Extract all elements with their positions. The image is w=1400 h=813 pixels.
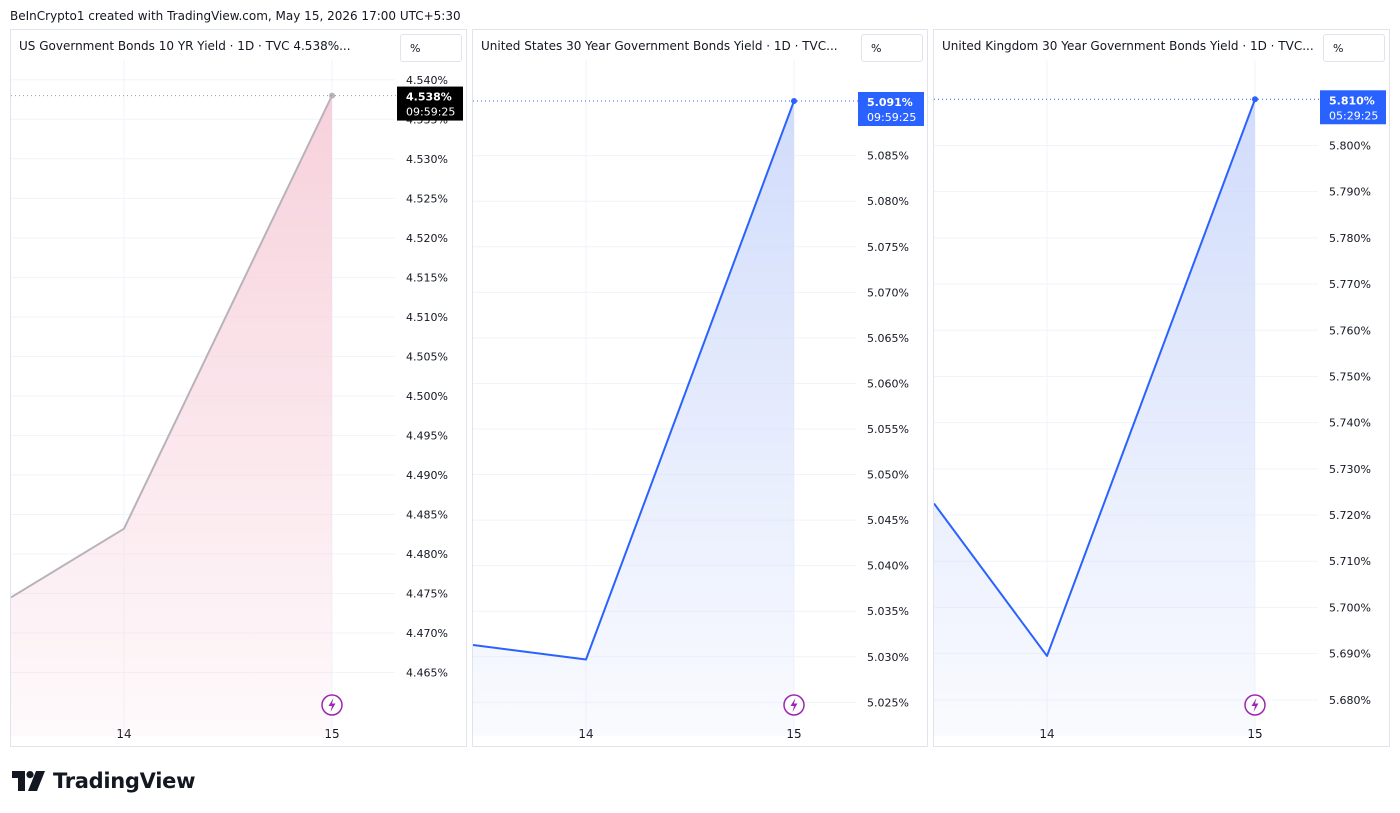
panel-title: United States 30 Year Government Bonds Y… xyxy=(481,39,838,53)
y-tick-label: 4.505% xyxy=(406,350,448,363)
y-tick-label: 5.690% xyxy=(1329,648,1371,661)
last-price-label-bg xyxy=(1320,90,1386,125)
y-tick-label: 5.060% xyxy=(867,377,909,390)
series-area-fill xyxy=(934,99,1255,737)
y-tick-label: 5.770% xyxy=(1329,278,1371,291)
lightning-icon[interactable] xyxy=(1244,694,1266,716)
y-tick-label: 4.495% xyxy=(406,429,448,442)
series-line[interactable] xyxy=(473,100,795,661)
y-tick-label: 4.490% xyxy=(406,469,448,482)
y-tick-label: 5.740% xyxy=(1329,417,1371,430)
y-tick-label: 5.050% xyxy=(867,469,909,482)
bar-countdown-label: 05:29:25 xyxy=(1329,109,1378,122)
last-price-label-bg xyxy=(858,92,924,126)
y-tick-label: 4.515% xyxy=(406,271,448,284)
y-tick-label: 5.750% xyxy=(1329,370,1371,383)
y-tick-label: 5.065% xyxy=(867,332,909,345)
y-tick-label: 5.070% xyxy=(867,286,909,299)
bar-countdown-label: 09:59:25 xyxy=(406,106,455,119)
y-tick-label: 4.540% xyxy=(406,74,448,87)
series-area-fill xyxy=(473,101,794,736)
chart-canvas[interactable]: 5.025% 5.030% 5.035% 5.040% 5.045% 5.050% 5.05… xyxy=(473,30,928,747)
y-tick-label: 5.040% xyxy=(867,560,909,573)
y-tick-label: 5.710% xyxy=(1329,555,1371,568)
last-price-label-bg xyxy=(397,86,463,121)
chart-panel-us-10y[interactable]: 4.465% 4.470% 4.475% 4.480% 4.485% 4.490% 4.49… xyxy=(10,29,467,747)
tradingview-wordmark: TradingView xyxy=(53,769,196,793)
y-tick-label: 5.780% xyxy=(1329,232,1371,245)
y-tick-label: 4.470% xyxy=(406,627,448,640)
lightning-icon[interactable] xyxy=(783,694,805,716)
panel-title: US Government Bonds 10 YR Yield · 1D · T… xyxy=(19,39,351,53)
y-tick-label: 5.055% xyxy=(867,423,909,436)
y-tick-label: 4.480% xyxy=(406,548,448,561)
y-tick-label: 5.800% xyxy=(1329,139,1371,152)
series-line[interactable] xyxy=(11,95,333,599)
y-tick-label: 5.085% xyxy=(867,150,909,163)
y-tick-label: 5.030% xyxy=(867,651,909,664)
y-tick-label: 5.035% xyxy=(867,605,909,618)
y-tick-label: 4.530% xyxy=(406,153,448,166)
y-tick-label: 5.720% xyxy=(1329,509,1371,522)
tradingview-logo-icon xyxy=(12,771,45,791)
y-tick-label: 5.790% xyxy=(1329,186,1371,199)
y-tick-label: 5.700% xyxy=(1329,601,1371,614)
y-tick-label: 5.730% xyxy=(1329,463,1371,476)
y-tick-label: 5.045% xyxy=(867,514,909,527)
y-tick-label: 4.465% xyxy=(406,667,448,680)
last-price-label: 4.538% xyxy=(406,91,452,104)
unit-selector[interactable]: % xyxy=(400,34,462,62)
y-tick-label: 4.500% xyxy=(406,390,448,403)
y-tick-label: 5.080% xyxy=(867,195,909,208)
bar-countdown-label: 09:59:25 xyxy=(867,111,916,124)
chart-panel-us-30y[interactable]: 5.025% 5.030% 5.035% 5.040% 5.045% 5.050% 5.05… xyxy=(472,29,928,747)
y-tick-label: 5.075% xyxy=(867,241,909,254)
chart-attribution-header: BeInCrypto1 created with TradingView.com… xyxy=(10,9,461,23)
lightning-icon[interactable] xyxy=(321,694,343,716)
tradingview-logo[interactable]: TradingView xyxy=(12,767,195,795)
chart-panel-uk-30y[interactable]: 5.680% 5.690% 5.700% 5.710% 5.720% 5.730% 5.74… xyxy=(933,29,1390,747)
y-tick-label: 4.510% xyxy=(406,311,448,324)
last-price-label: 5.810% xyxy=(1329,94,1375,107)
y-tick-label: 4.520% xyxy=(406,232,448,245)
series-area-fill xyxy=(11,95,332,736)
y-tick-label: 4.485% xyxy=(406,508,448,521)
unit-selector[interactable]: % xyxy=(1323,34,1385,62)
y-tick-label: 4.475% xyxy=(406,587,448,600)
y-tick-label: 5.760% xyxy=(1329,324,1371,337)
series-line[interactable] xyxy=(934,98,1256,657)
last-price-label: 5.091% xyxy=(867,96,913,109)
y-tick-label: 5.680% xyxy=(1329,694,1371,707)
chart-canvas[interactable]: 5.680% 5.690% 5.700% 5.710% 5.720% 5.730% 5.74… xyxy=(934,30,1390,747)
panel-title: United Kingdom 30 Year Government Bonds … xyxy=(942,39,1314,53)
unit-selector[interactable]: % xyxy=(861,34,923,62)
chart-canvas[interactable]: 4.465% 4.470% 4.475% 4.480% 4.485% 4.490% 4.49… xyxy=(11,30,467,747)
y-tick-label: 4.525% xyxy=(406,192,448,205)
y-tick-label: 5.025% xyxy=(867,696,909,709)
